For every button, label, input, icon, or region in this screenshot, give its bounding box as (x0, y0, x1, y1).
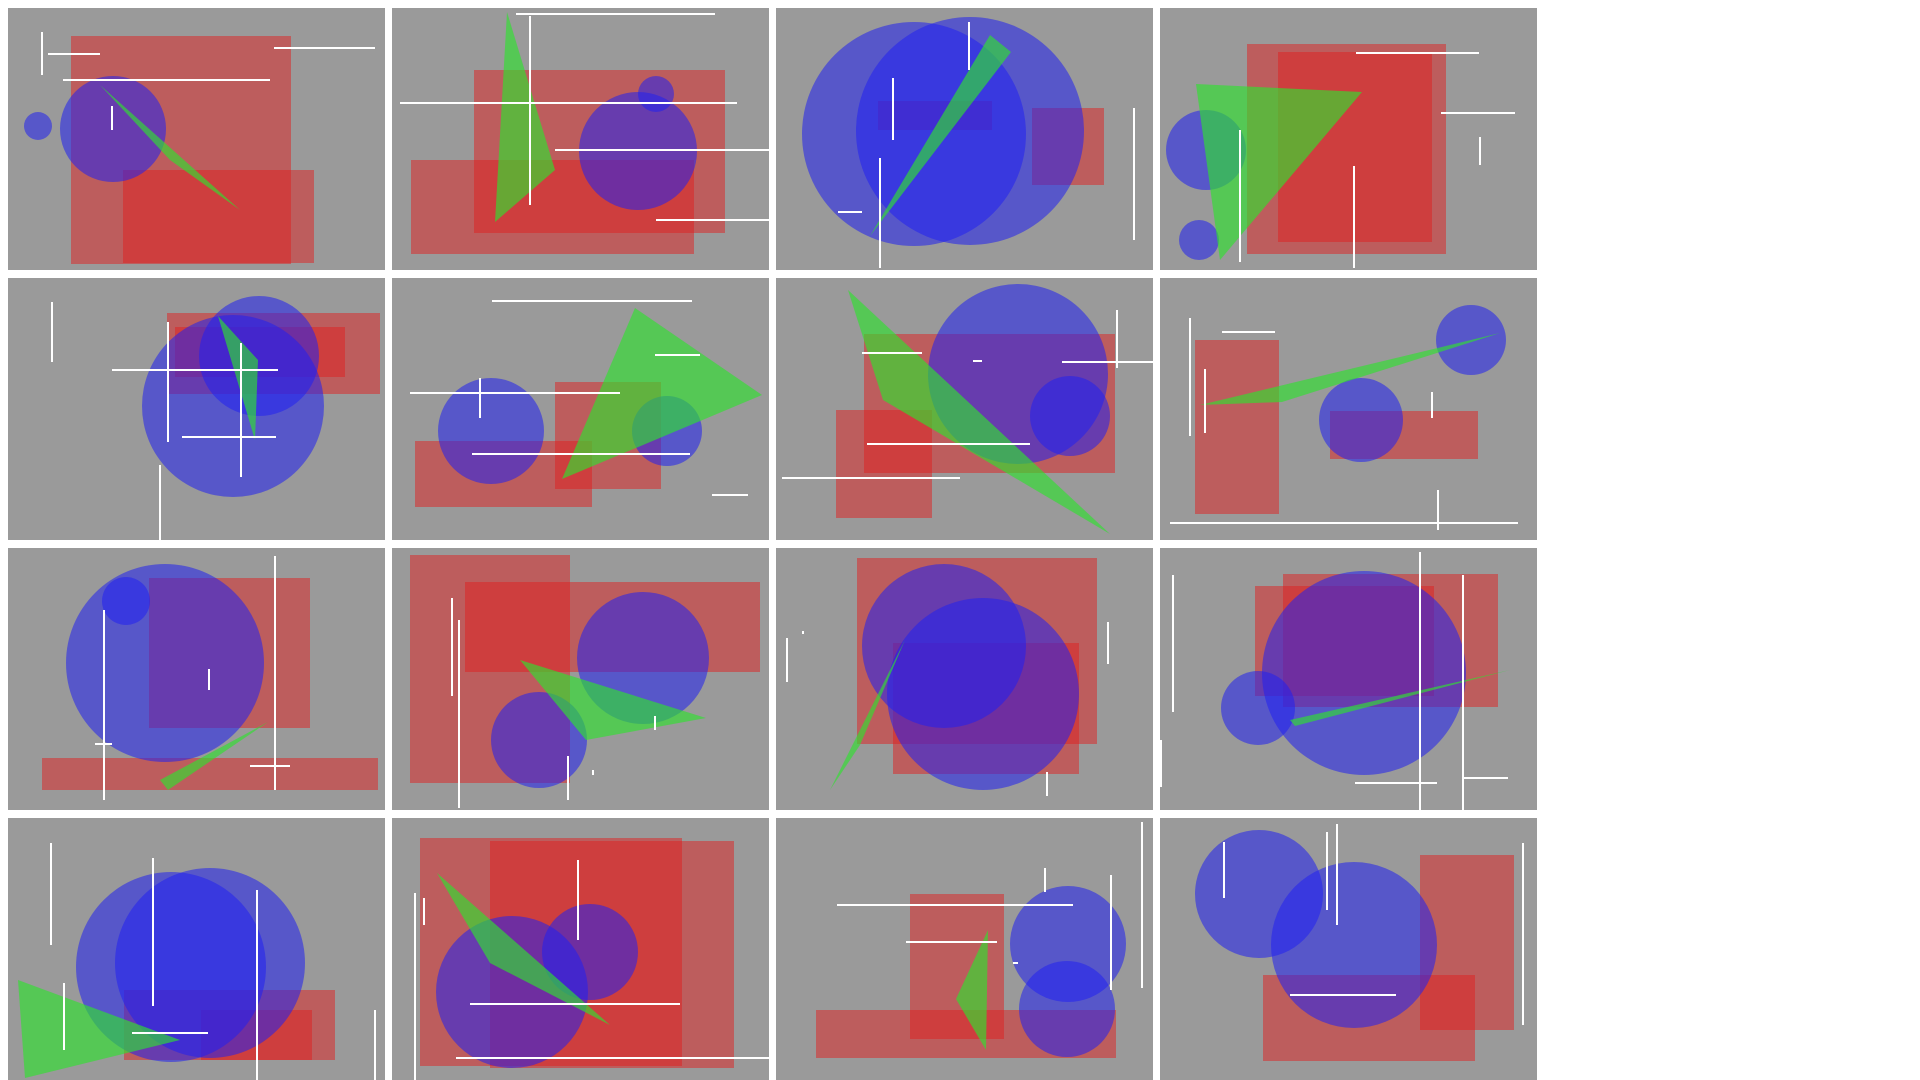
green-triangle (18, 980, 180, 1078)
shape-panel (776, 278, 1153, 540)
blue-circle (438, 378, 544, 484)
blue-circle (887, 598, 1079, 790)
shape-panel (392, 278, 769, 540)
green-triangle (848, 290, 1110, 534)
red-rectangle (123, 170, 314, 263)
green-triangle (1330, 900, 1510, 990)
red-rectangle (42, 758, 378, 790)
blue-circle (1271, 862, 1437, 1028)
shape-canvas (410, 300, 762, 507)
shape-canvas (802, 17, 1135, 268)
blue-circle (1030, 376, 1110, 456)
shape-panel (8, 818, 385, 1080)
red-rectangle (836, 410, 932, 518)
blue-circle (542, 904, 638, 1000)
shape-panel (8, 278, 385, 540)
shape-canvas (414, 838, 769, 1080)
green-triangle (870, 35, 1011, 236)
shape-panel (1160, 548, 1537, 810)
shape-canvas (400, 12, 769, 254)
shape-canvas (24, 32, 375, 264)
green-triangle (520, 660, 706, 740)
blue-circle (1221, 671, 1295, 745)
shape-canvas (782, 284, 1153, 534)
shape-canvas (1160, 552, 1510, 810)
green-triangle (437, 873, 610, 1025)
green-triangle (160, 722, 268, 790)
shape-panel (392, 818, 769, 1080)
green-triangle (1290, 670, 1510, 726)
green-triangle (562, 308, 762, 479)
shape-canvas (1195, 824, 1524, 1061)
green-triangle (830, 640, 905, 790)
shape-canvas (1166, 44, 1515, 268)
shape-panel (1160, 278, 1537, 540)
shape-panel (776, 548, 1153, 810)
shape-canvas (1170, 305, 1518, 530)
red-rectangle (1195, 340, 1279, 514)
shape-panel (8, 548, 385, 810)
blue-circle (491, 692, 587, 788)
shape-panel (1160, 818, 1537, 1080)
green-triangle (956, 930, 988, 1050)
blue-circle (638, 76, 674, 112)
shape-panel (8, 8, 385, 270)
blue-circle (102, 577, 150, 625)
blue-circle (856, 17, 1084, 245)
shape-canvas (51, 296, 380, 540)
blue-circle (24, 112, 52, 140)
shape-panel (776, 818, 1153, 1080)
blue-circle (66, 564, 264, 762)
blue-circle (142, 315, 324, 497)
blue-circle (1262, 571, 1466, 775)
blue-circle (1019, 961, 1115, 1057)
shape-panel (1160, 8, 1537, 270)
shape-canvas (786, 558, 1109, 796)
green-triangle (100, 85, 240, 210)
shape-canvas (816, 822, 1143, 1058)
shape-canvas (42, 556, 378, 800)
shape-panel (392, 8, 769, 270)
shape-panel (392, 548, 769, 810)
green-triangle (218, 316, 258, 440)
blue-circle (1319, 378, 1403, 462)
green-triangle (1196, 84, 1362, 260)
shape-canvas (410, 555, 760, 808)
green-triangle (495, 12, 555, 222)
green-triangle (1200, 333, 1500, 405)
blue-circle (1179, 220, 1219, 260)
shape-panel (776, 8, 1153, 270)
shape-canvas (18, 843, 376, 1080)
